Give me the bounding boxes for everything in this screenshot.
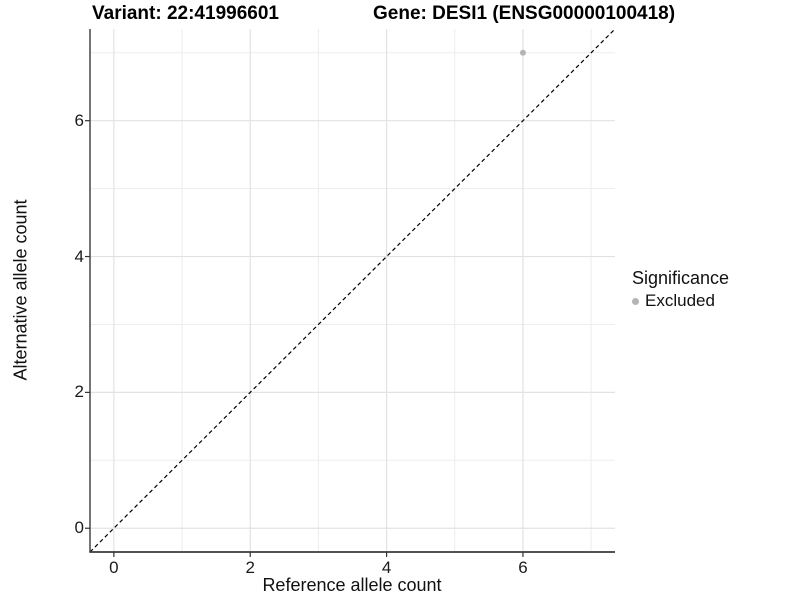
legend-item-excluded: Excluded: [632, 291, 729, 311]
legend: Significance Excluded: [632, 268, 729, 311]
plot-title-gene: Gene: DESI1 (ENSG00000100418): [373, 3, 676, 24]
y-axis-label: Alternative allele count: [10, 199, 31, 381]
legend-title: Significance: [632, 268, 730, 288]
y-tick-label: 4: [74, 246, 84, 266]
x-tick-label: 0: [109, 558, 119, 577]
legend-item-label: Excluded: [645, 291, 715, 310]
plot-title-variant: Variant: 22:41996601: [92, 3, 279, 24]
x-axis-label: Reference allele count: [262, 575, 442, 595]
data-point: [519, 49, 526, 56]
x-tick-label: 6: [518, 558, 528, 577]
legend-point-icon: [632, 297, 639, 305]
identity-dashed-line: [89, 28, 616, 553]
x-tick-label: 4: [381, 558, 392, 577]
y-tick-label: 2: [74, 382, 84, 402]
y-tick-label: 0: [74, 518, 84, 538]
y-tick-label: 6: [74, 110, 84, 130]
x-tick-label: 2: [245, 558, 255, 577]
